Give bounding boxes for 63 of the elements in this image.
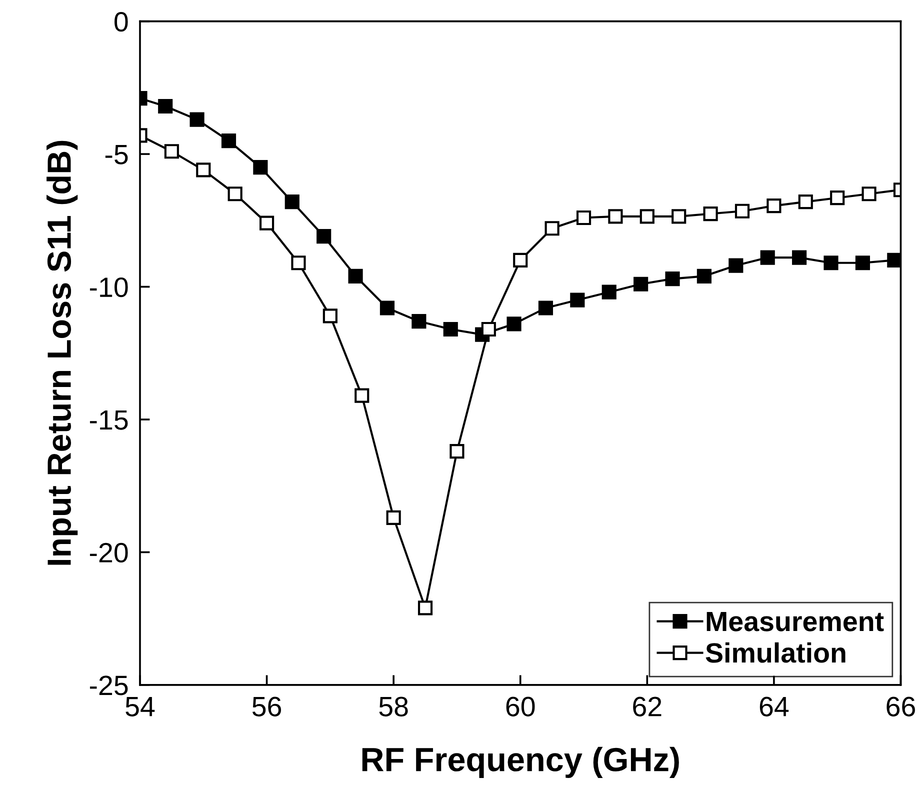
point — [798, 194, 813, 210]
y-tick-label: -25 — [90, 676, 128, 696]
point — [322, 308, 338, 324]
point — [418, 600, 433, 616]
point — [506, 316, 522, 332]
point — [703, 206, 718, 222]
point — [513, 252, 528, 268]
y-tick-label: -5 — [105, 145, 128, 164]
point — [855, 256, 870, 270]
point — [190, 112, 204, 127]
point — [672, 209, 686, 224]
point — [196, 162, 211, 178]
y-tick-label: -20 — [90, 542, 128, 563]
y-axis-title: Input Return Loss S11 (dB) — [46, 140, 78, 565]
point — [766, 198, 782, 214]
point — [570, 292, 585, 308]
point — [316, 229, 332, 244]
point — [221, 133, 236, 148]
point — [284, 194, 300, 210]
point — [640, 209, 654, 224]
point — [412, 314, 426, 329]
y-tick-label: 0 — [114, 12, 128, 32]
point — [481, 322, 496, 337]
point — [608, 209, 623, 224]
point — [665, 272, 680, 286]
point — [887, 252, 901, 268]
point — [862, 186, 876, 202]
point — [734, 204, 750, 218]
x-tick-label: 66 — [886, 696, 915, 716]
point — [291, 256, 306, 270]
point — [380, 300, 395, 316]
x-tick-label: 56 — [252, 696, 282, 716]
point — [792, 250, 807, 265]
x-tick-label: 60 — [506, 696, 535, 716]
legend-label: Measurement — [706, 612, 884, 632]
point — [253, 160, 268, 175]
point — [443, 322, 458, 337]
y-tick-label: -10 — [90, 277, 128, 298]
x-tick-label: 62 — [633, 696, 662, 716]
point — [696, 268, 712, 284]
x-axis-title: RF Frequency (GHz) — [362, 746, 679, 778]
point — [164, 144, 179, 159]
point — [450, 444, 464, 459]
point — [602, 284, 616, 300]
point — [228, 186, 242, 202]
y-tick-label: -15 — [90, 410, 128, 430]
point — [348, 268, 363, 284]
x-tick-label: 58 — [379, 696, 408, 716]
point — [634, 276, 648, 292]
point — [158, 98, 173, 114]
x-tick-label: 54 — [126, 697, 155, 716]
point — [830, 190, 845, 206]
point — [538, 300, 554, 316]
point — [576, 210, 592, 226]
x-tick-label: 64 — [760, 696, 789, 716]
point — [354, 388, 370, 403]
point — [259, 216, 274, 230]
legend-label: Simulation — [706, 642, 846, 663]
point — [544, 221, 560, 236]
point — [760, 250, 775, 265]
point — [386, 510, 401, 525]
point — [824, 256, 838, 270]
point — [728, 258, 744, 273]
